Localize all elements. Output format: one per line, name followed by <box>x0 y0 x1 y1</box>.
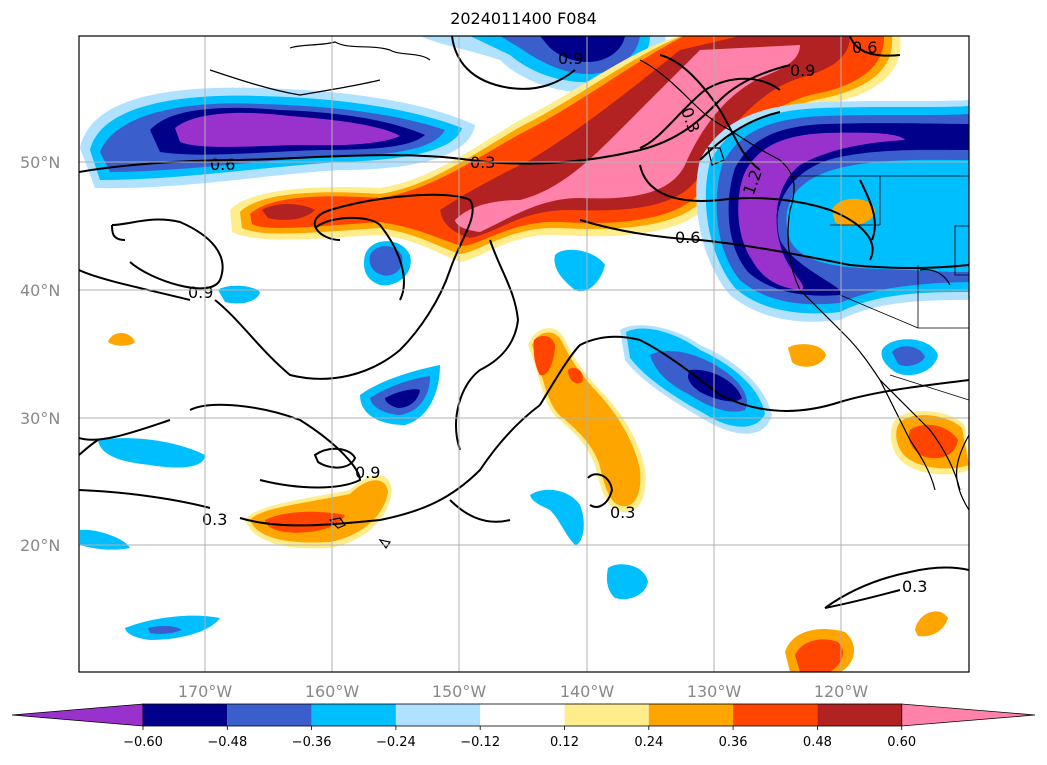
coastline <box>919 269 951 286</box>
map-title: 2024011400 F084 <box>450 9 597 28</box>
colorbar-tick-label: −0.48 <box>207 735 247 750</box>
coastline-aleutians <box>209 69 381 96</box>
colorbar-swatch <box>480 704 565 726</box>
contour-label: 0.6 <box>210 155 235 174</box>
border-state <box>954 225 969 276</box>
colorbar-tick-label: 0.60 <box>887 735 916 750</box>
contour-line <box>824 589 901 609</box>
contour-line <box>539 335 641 406</box>
colorbar-swatch <box>648 704 734 726</box>
lon-label: 120°W <box>814 682 869 701</box>
colorbar-tick-label: −0.12 <box>460 735 500 750</box>
colorbar-tick-label: 0.24 <box>634 735 663 750</box>
lon-label: 150°W <box>432 682 487 701</box>
lat-label: 30°N <box>20 409 60 428</box>
contour-line <box>859 179 876 241</box>
contour-line <box>849 36 901 57</box>
contour-line <box>314 216 405 301</box>
contour-line <box>639 164 874 261</box>
gridlines <box>79 36 969 672</box>
coastline-baja <box>879 379 936 491</box>
lon-label: 140°W <box>560 682 615 701</box>
colorbar-swatch <box>143 704 228 726</box>
contour-line <box>79 439 99 456</box>
colorbar-swatch <box>227 704 312 726</box>
border-us-mexico <box>889 374 969 401</box>
contour-line <box>699 111 781 161</box>
contour-line <box>189 403 362 489</box>
coastlines <box>209 41 969 550</box>
map-frame <box>78 35 970 673</box>
coastline-island <box>707 147 725 166</box>
contour-line <box>449 499 511 523</box>
contour-label: 0.9 <box>355 463 380 482</box>
longitude-labels: 170°W 160°W 150°W 140°W 130°W 120°W <box>178 682 869 701</box>
contour-label: 0.3 <box>610 503 635 522</box>
colorbar-extend-max <box>901 703 1036 727</box>
latitude-labels: 50°N 40°N 30°N 20°N <box>20 153 60 555</box>
contour-line <box>79 419 171 441</box>
contour-line <box>79 269 191 301</box>
contour-line <box>79 489 211 509</box>
colorbar-tick-label: 0.36 <box>719 735 748 750</box>
contour-line <box>455 239 520 451</box>
lat-label: 40°N <box>20 281 60 300</box>
contour-line <box>79 64 791 173</box>
coastline-north-america <box>639 59 961 491</box>
coastline-alaska <box>289 41 431 61</box>
coastline-hawaii <box>328 517 346 529</box>
colorbar-outline <box>142 703 903 727</box>
contour-line <box>824 566 969 609</box>
border-state <box>839 294 919 329</box>
colorbar-swatch <box>733 704 818 726</box>
contour-label: 0.9 <box>558 49 583 68</box>
contour-line <box>587 473 614 508</box>
colorbar-tick-label: −0.24 <box>376 735 416 750</box>
contour-label: 0.9 <box>790 61 815 80</box>
contour-label: 0.6 <box>852 38 877 57</box>
borders <box>790 175 969 401</box>
colorbar-tick-label: −0.36 <box>292 735 332 750</box>
contour-lines <box>79 36 969 609</box>
lon-label: 170°W <box>178 682 233 701</box>
colorbar-swatch <box>311 704 396 726</box>
coastline <box>956 434 969 511</box>
lat-label: 50°N <box>20 153 60 172</box>
contour-line <box>659 54 761 171</box>
colorbar-swatch <box>395 704 481 726</box>
neg-core-aleutian <box>175 112 400 147</box>
colorbar-swatch <box>817 704 902 726</box>
colorbar-swatch <box>564 704 649 726</box>
colorbar-tick-label: 0.48 <box>803 735 832 750</box>
coastline-hawaii <box>378 539 391 550</box>
contour-line <box>111 218 224 290</box>
colorbar: −0.60 −0.48 −0.36 −0.24 −0.12 0.12 0.24 0.36 0.4… <box>11 703 1036 750</box>
contour-line <box>313 447 357 469</box>
contour-line <box>111 224 126 241</box>
lon-label: 160°W <box>305 682 360 701</box>
colorbar-tick-label: −0.60 <box>123 735 163 750</box>
lat-label: 20°N <box>20 536 60 555</box>
contour-label: 0.3 <box>202 510 227 529</box>
colorbar-extend-min <box>11 703 144 727</box>
contour-label: 0.9 <box>188 283 213 302</box>
filled-contours <box>80 36 969 672</box>
contour-label: 0.3 <box>902 577 927 596</box>
contour-line <box>579 219 969 270</box>
contour-label: 0.6 <box>675 228 700 247</box>
lon-label: 130°W <box>687 682 742 701</box>
contour-line <box>639 339 969 412</box>
colorbar-tick-label: 0.12 <box>550 735 579 750</box>
contour-line <box>239 404 541 527</box>
contour-line <box>451 36 576 90</box>
contour-line <box>214 193 474 380</box>
